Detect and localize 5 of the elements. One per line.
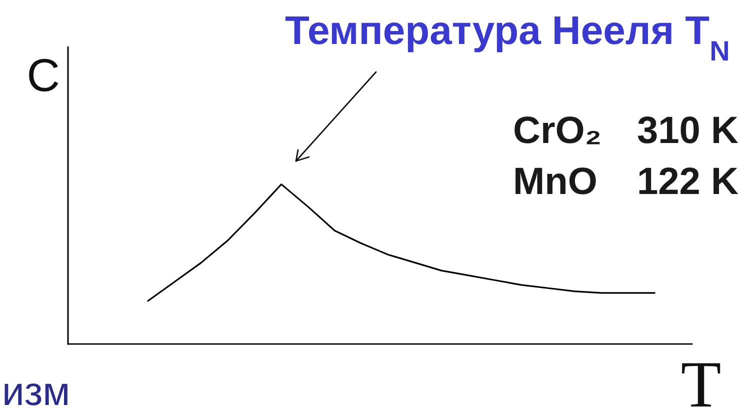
- x-axis-title: T: [680, 348, 722, 418]
- text: изм: [2, 370, 70, 414]
- annotation: MnO 122 K: [513, 161, 739, 203]
- text: CrO₂ 310 K: [513, 110, 739, 152]
- y-axis-title: C: [26, 49, 60, 101]
